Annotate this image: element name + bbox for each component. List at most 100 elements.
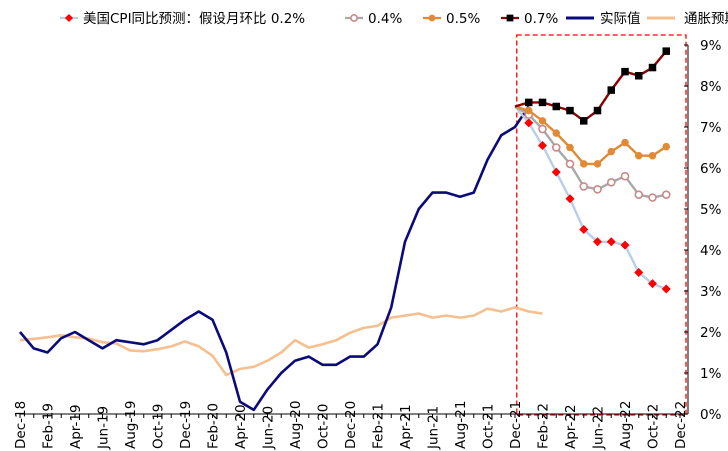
y-tick-label: 1% (700, 366, 722, 382)
x-tick-label: Apr-21 (398, 404, 414, 449)
series-line (514, 105, 667, 291)
data-point (634, 190, 644, 199)
x-tick-label: Jun-22 (591, 406, 607, 450)
data-point (593, 185, 602, 194)
x-tick-label: Dec-21 (508, 401, 524, 449)
forecast-box (516, 34, 687, 416)
x-tick-label: Apr-20 (233, 404, 249, 449)
data-point (648, 193, 657, 202)
data-point (525, 98, 533, 107)
data-point (580, 160, 588, 168)
x-tick-label: Oct-20 (316, 404, 332, 449)
legend-item: 通胀预期 (647, 11, 728, 27)
data-point (525, 106, 533, 115)
series-line (514, 50, 668, 123)
series-line (19, 306, 543, 377)
data-point (635, 151, 643, 160)
data-point (566, 143, 574, 152)
x-tick-label: Jun-19 (96, 406, 112, 450)
legend-label: 美国CPI同比预测：假设月环比 0.2% (83, 11, 305, 27)
data-point (552, 129, 560, 137)
data-point (593, 160, 602, 168)
legend-item: 0.5% (423, 11, 480, 27)
data-point (621, 67, 629, 76)
legend-item: 0.7% (501, 11, 558, 27)
x-tick-label: Dec-20 (343, 401, 359, 449)
series-forecast-0.4 (514, 105, 671, 202)
x-tick-label: Feb-20 (206, 403, 222, 449)
y-tick-label: 2% (700, 325, 722, 341)
data-point (538, 140, 547, 150)
series-actual (19, 105, 530, 412)
legend: 美国CPI同比预测：假设月环比 0.2% 0.4% 0.5% 0.7% 实际值 通胀预期 (60, 11, 728, 27)
legend-item: 美国CPI同比预测：假设月环比 0.2% (60, 11, 305, 27)
legend-label: 0.7% (524, 11, 558, 27)
data-point (565, 159, 575, 169)
data-point (579, 182, 589, 191)
data-point (566, 106, 574, 115)
legend-label: 0.4% (368, 11, 402, 27)
x-tick-label: Oct-21 (481, 404, 497, 449)
data-point (621, 138, 629, 147)
x-tick-label: Jun-20 (261, 406, 277, 450)
legend-marker (506, 14, 514, 22)
data-point (606, 237, 616, 247)
data-point (538, 98, 547, 107)
data-point (551, 143, 561, 152)
x-tick-label: Feb-21 (371, 403, 387, 449)
x-tick-label: Dec-19 (178, 401, 194, 449)
data-point (635, 72, 643, 80)
x-tick-label: Aug-20 (288, 401, 304, 449)
data-point (524, 118, 534, 128)
y-tick-label: 3% (700, 284, 722, 300)
series-forecast-0.2 (514, 105, 671, 294)
series-layer (19, 47, 671, 412)
legend-marker (350, 14, 358, 22)
legend-label: 通胀预期 (684, 11, 728, 27)
data-point (606, 178, 616, 187)
data-point (661, 190, 671, 199)
data-point (552, 102, 560, 111)
legend-label: 0.5% (446, 11, 480, 27)
y-tick-label: 4% (700, 243, 722, 259)
x-tick-label: Dec-18 (13, 401, 29, 449)
legend-label: 实际值 (600, 11, 641, 27)
x-tick-label: Oct-22 (646, 404, 662, 449)
x-tick-label: Feb-22 (536, 403, 552, 449)
y-tick-label: 9% (700, 38, 722, 54)
series-forecast-0.5 (514, 105, 670, 168)
y-tick-label: 6% (700, 161, 722, 177)
x-tick-label: Oct-19 (151, 404, 167, 449)
y-tick-label: 5% (700, 202, 722, 218)
series-forecast-0.7 (514, 47, 670, 125)
data-point (593, 237, 602, 247)
data-point (661, 284, 671, 294)
x-tick-label: Apr-19 (68, 404, 84, 449)
legend-item: 0.4% (345, 11, 402, 27)
data-point (648, 279, 657, 289)
x-tick-label: Aug-19 (123, 401, 139, 449)
data-point (648, 151, 657, 160)
data-point (662, 142, 670, 151)
data-point (565, 194, 575, 204)
data-point (538, 117, 547, 125)
legend-marker (428, 14, 436, 22)
y-tick-label: 0% (700, 407, 722, 423)
x-tick-label: Feb-19 (41, 403, 57, 449)
data-point (607, 86, 615, 94)
x-tick-label: Aug-21 (453, 401, 469, 449)
forecast-highlight-box (516, 34, 687, 416)
x-tick-label: Aug-22 (618, 401, 634, 449)
data-point (551, 167, 561, 177)
series-inflation-expectation (19, 306, 543, 377)
data-point (579, 225, 589, 234)
data-point (593, 106, 602, 115)
series-line (514, 105, 667, 199)
data-point (580, 117, 588, 125)
data-point (648, 63, 657, 72)
y-tick-label: 8% (700, 79, 722, 95)
data-point (620, 240, 630, 250)
x-tick-label: Jun-21 (426, 406, 442, 450)
axis-layer: 0% 1% 2% 3% 4% 5% 6% 7% 8% 9% Dec-18 Feb-19 Apr-19 Ju… (13, 38, 722, 450)
